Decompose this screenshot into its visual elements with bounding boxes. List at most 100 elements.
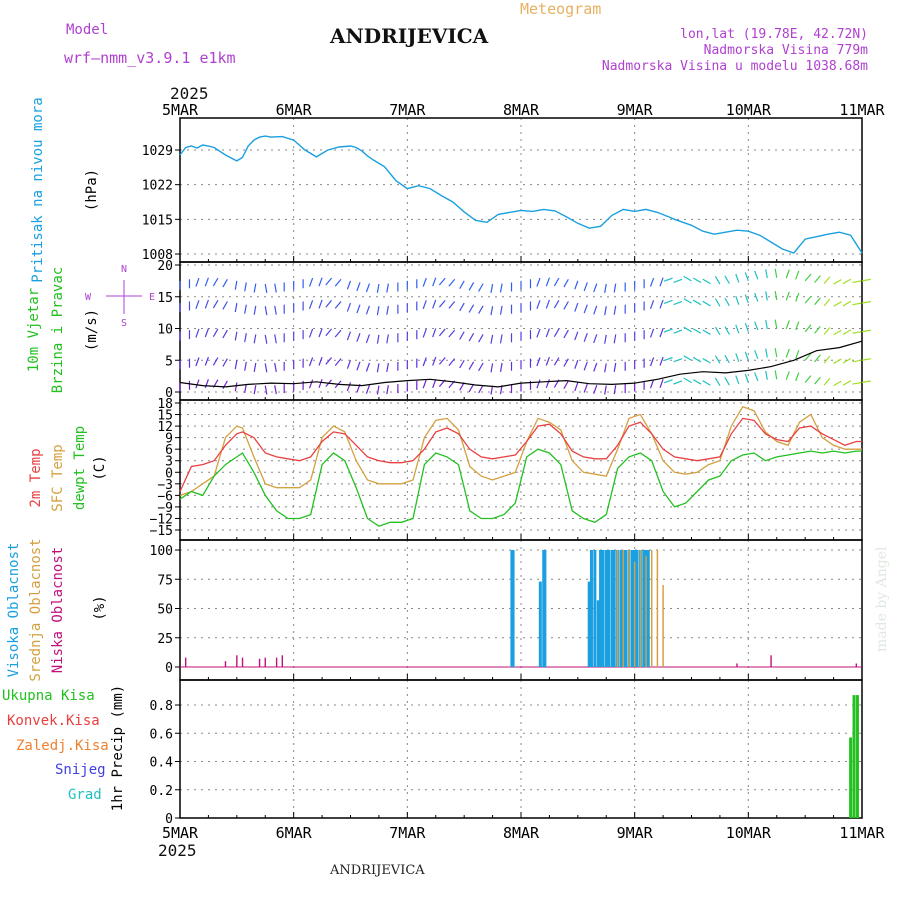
wind-arrow xyxy=(490,385,494,395)
model-value: wrf—nmm_v3.9.1 e1km xyxy=(64,49,236,67)
wind-arrow xyxy=(765,370,768,380)
wind-arrow xyxy=(253,283,257,293)
wind-arrow xyxy=(852,331,862,334)
wind-arrow xyxy=(422,357,427,367)
wind-arrow xyxy=(649,357,655,367)
y-tick-label: 12 xyxy=(157,420,173,435)
wind-arrow xyxy=(702,357,711,364)
wind-arrow xyxy=(346,280,352,290)
wind-arrow xyxy=(553,300,560,309)
wind-arrow xyxy=(604,306,607,316)
wind-arrow xyxy=(861,278,872,282)
wind-arrow xyxy=(744,322,749,332)
wind-arrow xyxy=(861,300,872,304)
y-tick-label: 50 xyxy=(157,603,173,618)
wind-arrow xyxy=(659,379,664,389)
wind-arrow xyxy=(334,301,342,309)
wind-arrow xyxy=(386,283,389,293)
wind-arrow xyxy=(804,295,812,304)
wind-arrow xyxy=(356,282,361,292)
wind-arrow xyxy=(673,278,683,283)
wind-arrow xyxy=(490,306,494,316)
wind-arrow xyxy=(702,329,711,335)
wind-arrow xyxy=(754,321,759,331)
wind-arrow xyxy=(274,362,277,373)
year-bottom: 2025 xyxy=(158,841,197,860)
wind-arrow xyxy=(432,328,437,338)
wind-arrow xyxy=(804,353,812,361)
wind-arrow xyxy=(683,298,692,304)
wind-arrow xyxy=(432,379,437,389)
footer-station: ANDRIJEVICA xyxy=(329,863,425,878)
wind-arrow xyxy=(346,302,352,312)
wind-arrow xyxy=(432,356,437,366)
wind-arrow xyxy=(468,361,475,370)
wind-arrow xyxy=(545,277,550,287)
wind-arrow xyxy=(478,362,484,372)
wind-arrow xyxy=(563,329,569,339)
bottom-axis-label: 7MAR xyxy=(389,824,426,842)
wind-arrow xyxy=(795,292,800,302)
wind-arrow xyxy=(563,278,569,288)
wind-arrow xyxy=(204,379,209,389)
wind-arrow xyxy=(842,380,852,386)
model-label: Model xyxy=(66,22,108,38)
wind-arrow xyxy=(842,357,852,364)
wind-arrow xyxy=(861,380,872,384)
wind-arrow xyxy=(735,273,740,283)
wind-arrow xyxy=(649,379,655,389)
dewpt-line xyxy=(179,448,862,527)
y-tick-label: 20 xyxy=(157,259,173,274)
wind-arrow xyxy=(702,278,711,285)
wind-arrow xyxy=(692,356,702,363)
wind-arrow xyxy=(438,328,446,337)
wind-arrow xyxy=(583,383,588,393)
wind-arrow xyxy=(365,283,371,293)
temp-2m-axis-label: 2m Temp xyxy=(28,448,44,507)
wind-arrow xyxy=(765,348,768,358)
wind-arrow xyxy=(536,328,541,338)
sfc-temp-line xyxy=(179,406,862,497)
wind-arrow xyxy=(432,299,437,309)
panel-frame xyxy=(179,679,863,819)
high-cloud-axis-label: Visoka Oblacnost xyxy=(6,543,22,678)
y-tick-label: 0 xyxy=(165,466,173,481)
wind-speed-line xyxy=(179,340,863,388)
wind-arrow xyxy=(490,363,494,373)
wind-arrow xyxy=(574,302,579,312)
wind-arrow xyxy=(499,305,503,315)
wind-arrow xyxy=(574,382,579,392)
wind-arrow xyxy=(649,300,655,310)
wind-arrow xyxy=(325,277,333,286)
wind-arrow xyxy=(536,300,541,310)
cloud-unit-label: (%) xyxy=(92,595,108,620)
bottom-axis-label: 8MAR xyxy=(503,824,540,842)
wind-arrow xyxy=(376,283,380,294)
wind-arrow xyxy=(852,359,862,363)
wind-arrow xyxy=(724,326,730,335)
wind-arrow xyxy=(563,301,569,310)
wind-arrow xyxy=(604,283,607,294)
wind-arrow xyxy=(253,305,257,315)
cloud-panel: 0 25 50 75 100 Visoka Oblacnost Srednja Oblacn… xyxy=(6,538,863,682)
y-tick-label: 0.4 xyxy=(150,756,174,771)
model-elevation-label: Nadmorska Visina u modelu 1038.68m xyxy=(602,59,868,74)
wind-arrow xyxy=(468,332,475,342)
wind-arrow xyxy=(804,324,812,333)
wind-arrow xyxy=(861,358,872,361)
temp-unit-label: (C) xyxy=(92,455,108,480)
wind-arrow xyxy=(468,282,475,291)
wind-arrow xyxy=(785,320,790,330)
wind-arrow xyxy=(795,270,800,280)
wind-arrow xyxy=(234,382,238,392)
wind-arrow xyxy=(795,321,800,331)
wind-arrow xyxy=(774,319,778,329)
wind-arrow xyxy=(785,348,790,358)
pressure-panel: 1008 1015 1022 1029 Pritisak na nivou mora (h… xyxy=(30,97,863,283)
wind-arrow xyxy=(438,299,446,308)
wind-arrow xyxy=(823,276,831,285)
sfc-temp-axis-label: SFC Temp xyxy=(50,444,66,511)
y-tick-label: 6 xyxy=(165,443,173,458)
compass-s: S xyxy=(121,318,127,329)
